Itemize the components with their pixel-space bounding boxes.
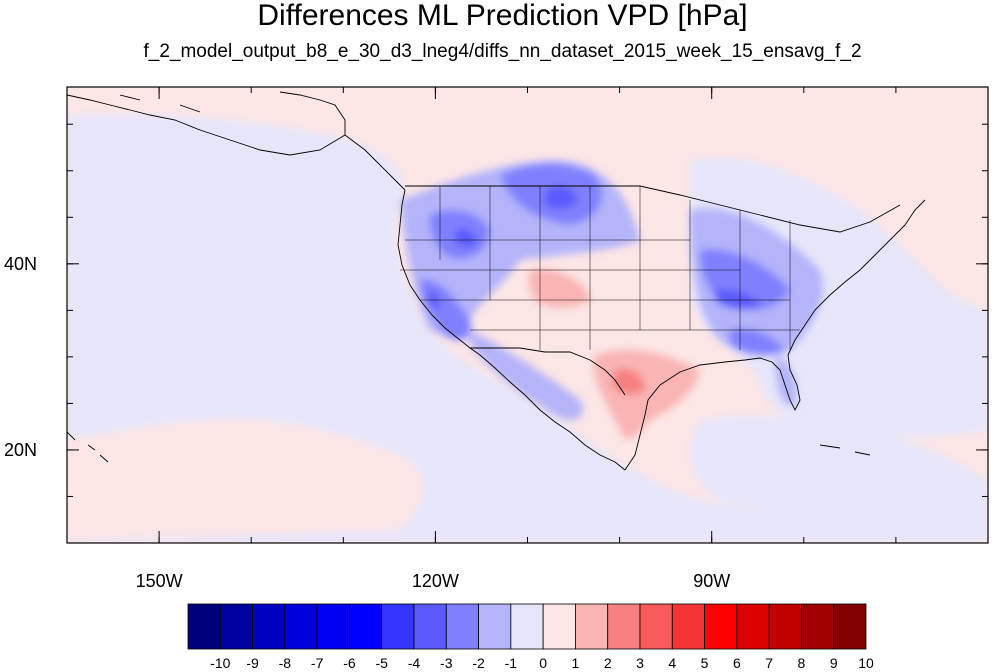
us-mexico-border — [470, 347, 626, 396]
negative-anomaly-regions — [67, 113, 988, 543]
colorbar-swatch — [736, 603, 770, 650]
x-tick-label: 90W — [693, 571, 730, 591]
colorbar-label: -3 — [440, 655, 453, 671]
y-tick-label: 20N — [4, 440, 37, 460]
colorbar-swatch — [510, 603, 544, 650]
region-pink-ocean-patch — [67, 419, 423, 540]
colorbar-swatch — [607, 603, 641, 650]
alaska-coastline — [67, 91, 346, 156]
colorbar-label: 3 — [636, 655, 644, 671]
atlantic-coastline — [787, 199, 926, 356]
colorbar-swatch — [801, 603, 835, 650]
land-anomaly-regions — [400, 160, 823, 439]
colorbar-swatch — [381, 603, 415, 650]
gulf-coastline — [624, 354, 801, 471]
axis-tick-labels: 150W 120W 90W 40N 20N — [4, 254, 730, 591]
colorbar-swatch — [187, 603, 221, 650]
colorbar-label: 9 — [830, 655, 838, 671]
colorbar-label: 1 — [572, 655, 580, 671]
baja-mexico-coastline — [469, 347, 626, 471]
region-montana-core — [545, 186, 578, 210]
colorbar-label: -1 — [505, 655, 518, 671]
region-florida — [775, 355, 797, 406]
x-tick-label: 120W — [412, 571, 459, 591]
canada-west-coastline — [344, 134, 406, 191]
colorbar-swatch — [704, 603, 738, 650]
colorbar-swatch — [768, 603, 802, 650]
colorbar-label: -9 — [246, 655, 259, 671]
colorbar-label: -4 — [408, 655, 421, 671]
colorbar-swatch — [252, 603, 286, 650]
colorbar-label: 0 — [539, 655, 547, 671]
colorbar-label: 8 — [798, 655, 806, 671]
colorbar-label: 4 — [668, 655, 676, 671]
region-caribbean — [689, 416, 988, 530]
colorbar-label: -8 — [279, 655, 292, 671]
chart-subtitle: f_2_model_output_b8_e_30_d3_lneg4/diffs_… — [143, 41, 862, 62]
region-pacific-band — [67, 193, 420, 430]
colorbar-swatch — [284, 603, 318, 650]
colorbar-label: 10 — [858, 655, 874, 671]
us-canada-border — [405, 185, 901, 233]
colorbar-swatch — [349, 603, 383, 650]
colorbar-label: -10 — [210, 655, 230, 671]
colorbar-swatch — [542, 603, 576, 650]
us-west-coastline — [397, 189, 471, 349]
state-borders — [400, 186, 800, 350]
colorbar-label: -6 — [343, 655, 356, 671]
colorbar-swatch — [413, 603, 447, 650]
region-kentucky-core — [715, 289, 760, 310]
colorbar-swatch — [575, 603, 609, 650]
colorbar-label: 2 — [604, 655, 612, 671]
region-southeast — [730, 328, 785, 355]
colorbar-swatch — [219, 603, 253, 650]
region-baja-mexico — [470, 330, 583, 420]
colorbar-swatch — [833, 603, 867, 650]
colorbar-swatch — [316, 603, 350, 650]
colorbar: -10 -9 -8 -7 -6 -5 -4 -3 -2 -1 0 1 2 3 4 5 6 7 8 9 10 — [187, 603, 874, 671]
region-idaho-core — [455, 228, 478, 248]
colorbar-swatch — [671, 603, 705, 650]
y-tick-label: 40N — [4, 254, 37, 274]
x-tick-label: 150W — [136, 571, 183, 591]
colorbar-swatch — [639, 603, 673, 650]
axis-ticks — [66, 87, 989, 544]
colorbar-swatch — [445, 603, 479, 650]
colorbar-label: 7 — [765, 655, 773, 671]
colorbar-label: 6 — [733, 655, 741, 671]
region-new-mexico-pink — [528, 269, 590, 308]
colorbar-label: 5 — [701, 655, 709, 671]
colorbar-label: -5 — [375, 655, 388, 671]
hawaii-islands — [67, 431, 109, 463]
coastlines-and-borders — [67, 91, 926, 471]
chart-title: Differences ML Prediction VPD [hPa] — [257, 0, 748, 32]
colorbar-swatch — [478, 603, 512, 650]
colorbar-label: -7 — [311, 655, 324, 671]
map-field — [67, 87, 988, 543]
colorbar-label: -2 — [472, 655, 485, 671]
caribbean-islands — [819, 444, 871, 456]
